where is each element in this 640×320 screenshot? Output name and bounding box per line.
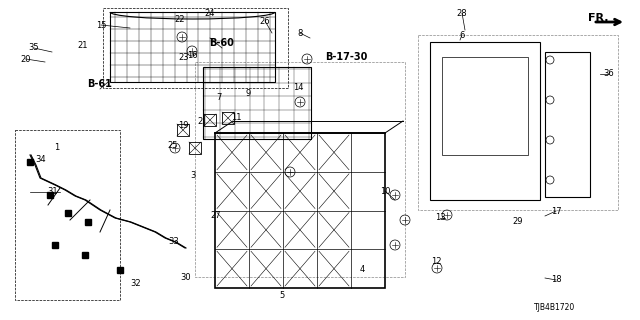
Bar xyxy=(203,67,311,139)
Text: FR.: FR. xyxy=(588,13,608,23)
Bar xyxy=(110,12,275,82)
Text: 35: 35 xyxy=(29,44,39,52)
Text: 15: 15 xyxy=(96,20,106,29)
Text: TJB4B1720: TJB4B1720 xyxy=(534,303,575,313)
Text: 6: 6 xyxy=(460,30,465,39)
Bar xyxy=(204,114,216,126)
Bar xyxy=(15,130,120,300)
Text: 16: 16 xyxy=(187,52,197,60)
Text: 22: 22 xyxy=(175,15,185,25)
Text: 14: 14 xyxy=(292,84,303,92)
Text: 31: 31 xyxy=(48,188,58,196)
Text: 25: 25 xyxy=(168,140,179,149)
Text: 33: 33 xyxy=(168,237,179,246)
Bar xyxy=(195,62,405,277)
Text: 21: 21 xyxy=(77,42,88,51)
Text: 13: 13 xyxy=(435,213,445,222)
Text: 4: 4 xyxy=(360,266,365,275)
Text: B-61: B-61 xyxy=(88,79,113,89)
Text: 8: 8 xyxy=(298,28,303,37)
Bar xyxy=(442,57,528,155)
Text: 12: 12 xyxy=(431,258,441,267)
Text: 3: 3 xyxy=(190,171,196,180)
Text: 10: 10 xyxy=(380,187,390,196)
Text: 32: 32 xyxy=(131,279,141,289)
Text: 18: 18 xyxy=(550,276,561,284)
Bar xyxy=(222,112,234,124)
Text: 20: 20 xyxy=(20,54,31,63)
Text: 23: 23 xyxy=(179,53,189,62)
Text: 11: 11 xyxy=(231,114,241,123)
Text: 19: 19 xyxy=(178,122,188,131)
Text: 9: 9 xyxy=(245,89,251,98)
Text: 34: 34 xyxy=(36,155,46,164)
Text: 2: 2 xyxy=(197,117,203,126)
Text: 28: 28 xyxy=(457,9,467,18)
Bar xyxy=(103,8,288,88)
Text: B-60: B-60 xyxy=(209,38,234,48)
Bar xyxy=(189,142,201,154)
Text: 29: 29 xyxy=(513,217,524,226)
Text: 26: 26 xyxy=(260,17,270,26)
Text: 36: 36 xyxy=(604,69,614,78)
Text: 17: 17 xyxy=(550,206,561,215)
Text: 27: 27 xyxy=(211,212,221,220)
Text: B-17-30: B-17-30 xyxy=(325,52,367,62)
Text: 24: 24 xyxy=(205,10,215,19)
Text: 5: 5 xyxy=(280,291,285,300)
Text: 30: 30 xyxy=(180,274,191,283)
Bar xyxy=(177,124,189,136)
Bar xyxy=(430,42,540,200)
Text: 7: 7 xyxy=(216,92,221,101)
Bar xyxy=(418,35,618,210)
Text: 1: 1 xyxy=(54,143,60,153)
Bar xyxy=(545,52,590,197)
Bar xyxy=(215,133,385,288)
